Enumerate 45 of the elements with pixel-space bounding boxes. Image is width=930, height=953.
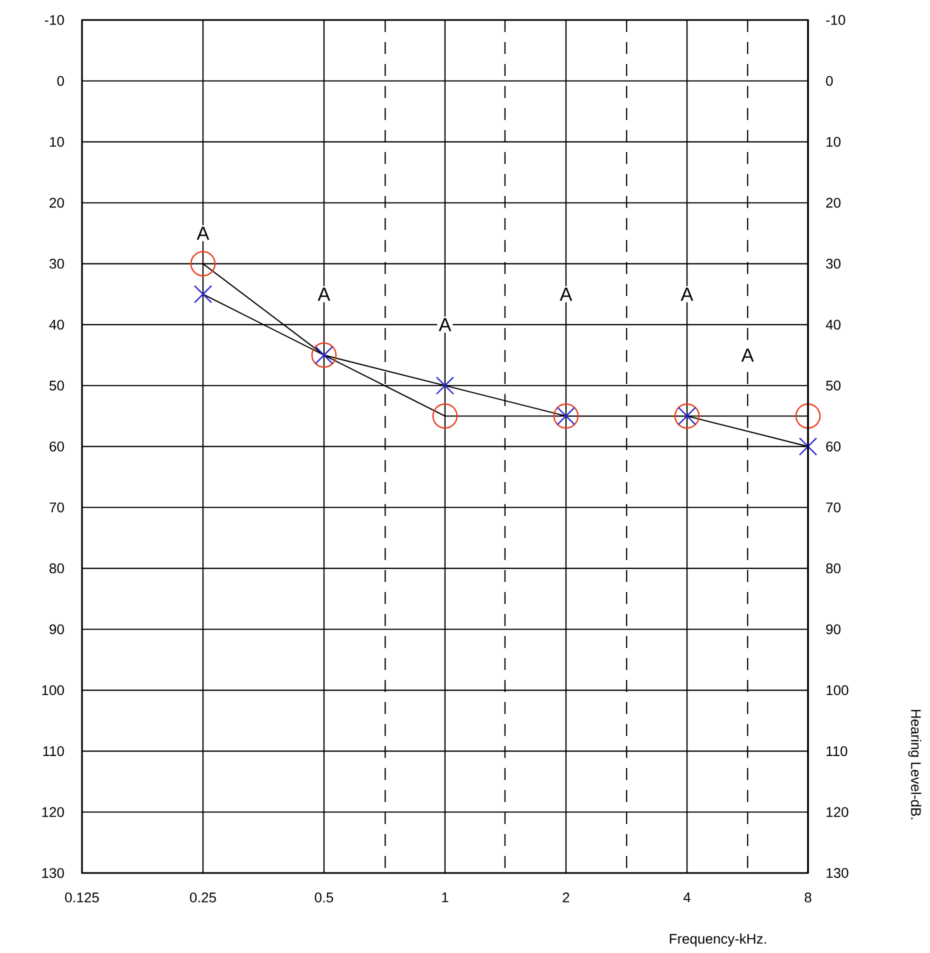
y2-tick-label: 70 [826, 502, 840, 512]
y-tick-label: 110 [43, 746, 64, 756]
x-tick-label: 8 [804, 892, 812, 902]
x-tick-label: 0.125 [65, 892, 99, 902]
annotation: A [560, 288, 572, 301]
y2-tick-label: 130 [826, 868, 848, 878]
y2-tick-label: 20 [826, 198, 840, 208]
y-tick-label: 40 [49, 320, 64, 330]
y-tick-label: 60 [50, 442, 64, 452]
y-tick-label: 90 [50, 624, 64, 634]
y2-tick-label: 120 [826, 807, 848, 818]
y-tick-label: 50 [50, 380, 64, 391]
y-tick-label: 30 [49, 258, 64, 269]
x-tick-label: 1 [442, 892, 448, 902]
y2-tick-label: -10 [826, 15, 846, 25]
annotation: A [438, 318, 452, 332]
y-tick-label: -10 [44, 15, 64, 25]
y-tick-label: 10 [50, 136, 64, 147]
y2-tick-label: 30 [826, 258, 840, 269]
annotation: A [680, 288, 694, 301]
y2-tick-label: 10 [826, 136, 840, 147]
y2-axis-title: Hearing Level-dB. [908, 710, 922, 820]
y-tick-label: 130 [42, 868, 64, 878]
y2-tick-label: 60 [826, 442, 840, 452]
annotation: A [196, 226, 210, 240]
y2-tick-label: 40 [826, 320, 840, 330]
y-tick-label: 120 [42, 807, 64, 818]
y-tick-label: 100 [42, 685, 64, 696]
y-tick-label: 80 [50, 563, 64, 574]
x-tick-label: 0.5 [314, 892, 334, 902]
y-tick-label: 20 [50, 198, 64, 208]
annotation: A [318, 288, 330, 301]
y2-tick-label: 90 [826, 624, 840, 634]
y2-tick-label: 50 [826, 380, 840, 391]
x-tick-label: 4 [683, 892, 690, 902]
y-tick-label: 70 [50, 502, 64, 512]
y2-tick-label: 0 [826, 76, 833, 86]
y2-tick-label: 80 [826, 563, 840, 574]
y2-tick-label: 100 [826, 685, 848, 696]
x-axis-title: Frequency-kHz. [670, 934, 766, 947]
x-tick-label: 2 [562, 892, 570, 902]
annotation: A [741, 348, 754, 362]
y-tick-label: 0 [57, 76, 64, 86]
x-tick-label: 0.25 [190, 892, 216, 902]
y2-tick-label: 110 [826, 746, 848, 756]
